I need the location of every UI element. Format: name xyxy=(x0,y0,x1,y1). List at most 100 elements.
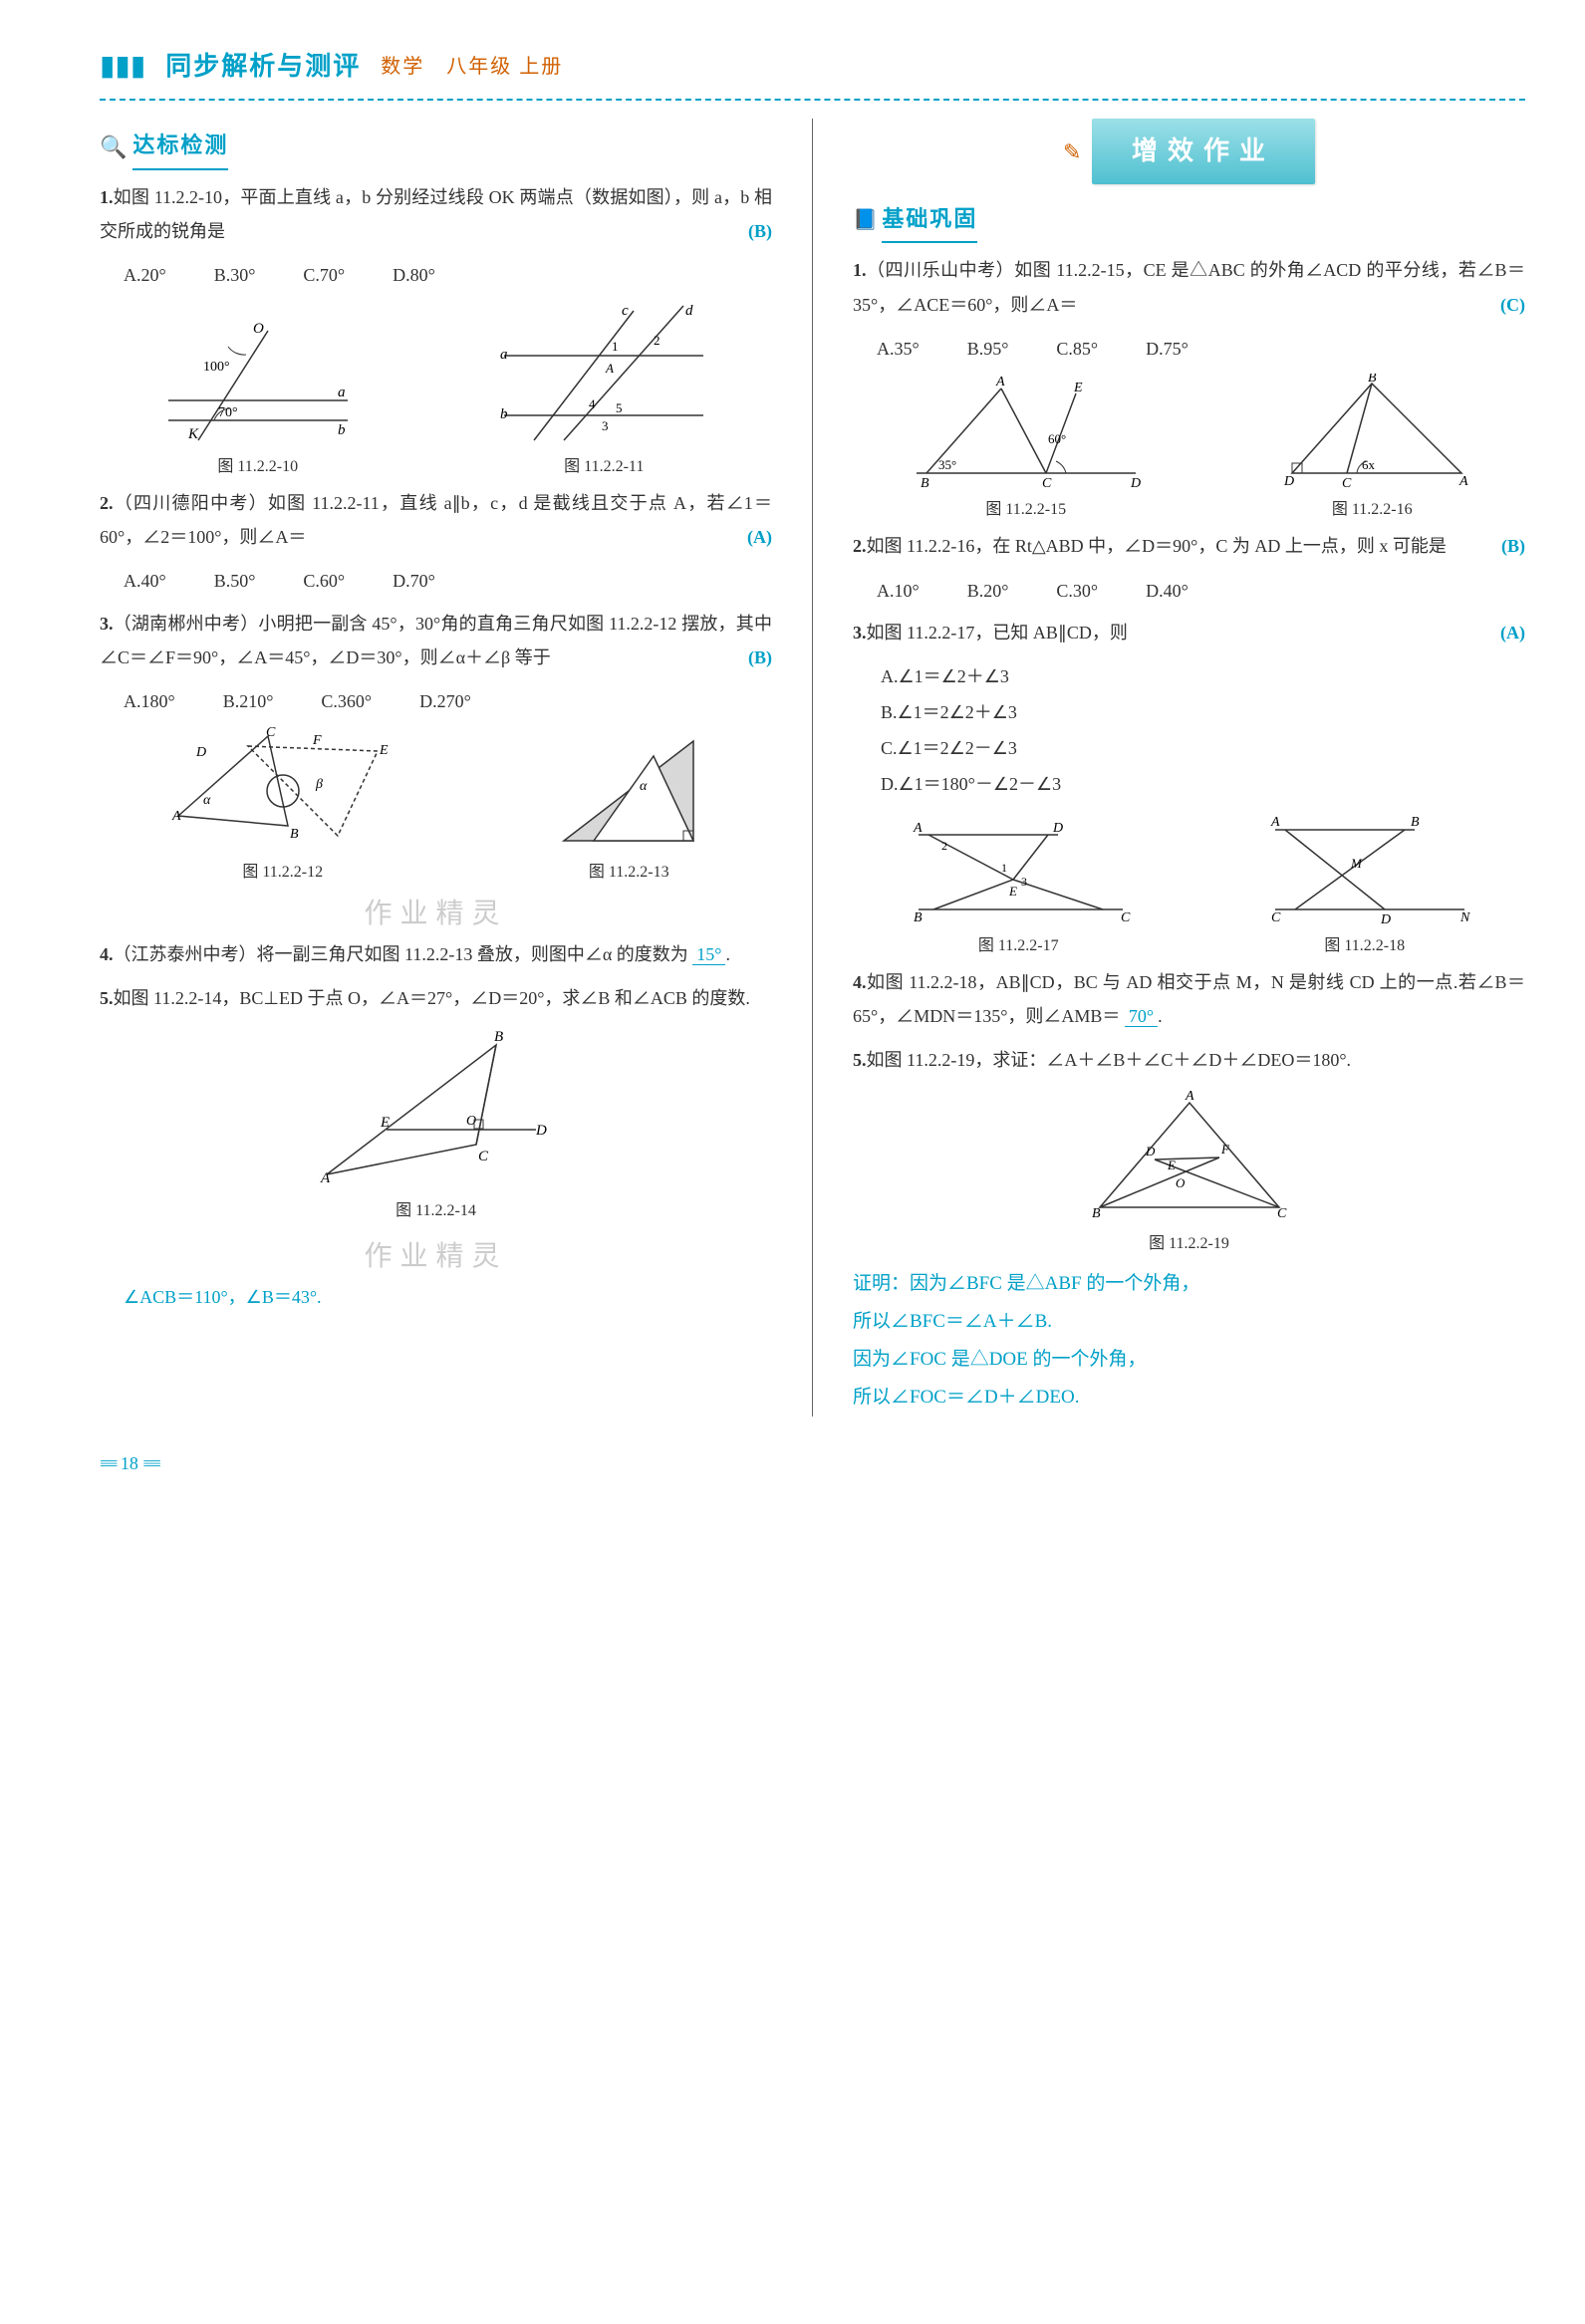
svg-text:A: A xyxy=(320,1170,331,1186)
q2-choice-d: D.70° xyxy=(393,564,435,598)
q2-num: 2. xyxy=(100,493,114,513)
fig-row-r1: B A C D E 35° 60° 图 11.2.2-15 B D C A xyxy=(853,374,1525,525)
svg-text:a: a xyxy=(338,385,346,400)
q2-choice-b: B.50° xyxy=(214,564,256,598)
q1-choice-b: B.30° xyxy=(214,258,256,292)
svg-text:E: E xyxy=(1008,884,1017,899)
fig-cap-17: 图 11.2.2-17 xyxy=(904,931,1133,961)
fig-cap-11: 图 11.2.2-11 xyxy=(494,452,713,482)
q1-choice-d: D.80° xyxy=(393,258,435,292)
rq1-choice-a: A.35° xyxy=(877,332,920,366)
svg-text:C: C xyxy=(1121,910,1131,925)
svg-text:60°: 60° xyxy=(1048,431,1066,446)
svg-text:E: E xyxy=(379,743,389,758)
rq1-num: 1. xyxy=(853,260,867,280)
svg-text:D: D xyxy=(1052,821,1063,836)
page-bars-right: ≡≡ xyxy=(142,1453,158,1473)
svg-text:A: A xyxy=(171,809,181,824)
left-column: 🔍 达标检测 1.如图 11.2.2-10，平面上直线 a，b 分别经过线段 O… xyxy=(100,119,772,1417)
proof-l3: 因为∠FOC 是△DOE 的一个外角， xyxy=(853,1341,1525,1379)
watermark-1: 作业精灵 xyxy=(100,888,772,940)
left-q5: 5.如图 11.2.2-14，BC⊥ED 于点 O，∠A＝27°，∠D＝20°，… xyxy=(100,981,772,1015)
rq3-opt-b: B.∠1＝2∠2＋∠3 xyxy=(881,695,1525,729)
svg-text:D: D xyxy=(195,745,206,760)
q3-choice-c: C.360° xyxy=(321,684,372,718)
right-column: ✎ 增效作业 📘 基础巩固 1.（四川乐山中考）如图 11.2.2-15，CE … xyxy=(853,119,1525,1417)
svg-text:1: 1 xyxy=(612,339,619,354)
svg-text:35°: 35° xyxy=(938,457,956,472)
q5-text: 如图 11.2.2-14，BC⊥ED 于点 O，∠A＝27°，∠D＝20°，求∠… xyxy=(114,988,750,1008)
svg-text:A: A xyxy=(913,821,923,836)
rq1-choice-b: B.95° xyxy=(967,332,1009,366)
svg-text:B: B xyxy=(921,476,929,491)
fig-11-2-2-18: A B C D N M 图 11.2.2-18 xyxy=(1255,810,1474,961)
rq1-choice-c: C.85° xyxy=(1056,332,1098,366)
fig-row-1: O K a b 100° 70° 图 11.2.2-10 a b xyxy=(100,301,772,482)
rq5-proof: 证明：因为∠BFC 是△ABF 的一个外角， 所以∠BFC＝∠A＋∠B. 因为∠… xyxy=(853,1265,1525,1417)
svg-text:A: A xyxy=(995,375,1005,389)
svg-text:α: α xyxy=(203,793,211,808)
fig-cap-14: 图 11.2.2-14 xyxy=(307,1196,566,1226)
q5-answer: ∠ACB＝110°，∠B＝43°. xyxy=(124,1280,772,1314)
rq5-text: 如图 11.2.2-19，求证：∠A＋∠B＋∠C＋∠D＋∠DEO＝180°. xyxy=(867,1050,1352,1070)
book-subject: 数学 八年级 上册 xyxy=(381,48,563,86)
rq1-text: （四川乐山中考）如图 11.2.2-15，CE 是△ABC 的外角∠ACD 的平… xyxy=(853,260,1525,314)
rq4-text-a: 如图 11.2.2-18，AB∥CD，BC 与 AD 相交于点 M，N 是射线 … xyxy=(853,972,1525,1026)
svg-text:E: E xyxy=(1073,381,1083,395)
svg-text:3: 3 xyxy=(602,418,609,433)
svg-text:70°: 70° xyxy=(218,405,238,420)
q3-text: （湖南郴州中考）小明把一副含 45°，30°角的直角三角尺如图 11.2.2-1… xyxy=(100,614,772,667)
fig-cap-19: 图 11.2.2-19 xyxy=(1070,1229,1309,1259)
q2-choices: A.40° B.50° C.60° D.70° xyxy=(124,564,772,598)
q3-choice-d: D.270° xyxy=(419,684,471,718)
column-divider xyxy=(812,119,813,1417)
rq2-choice-d: D.40° xyxy=(1146,574,1189,608)
right-q5: 5.如图 11.2.2-19，求证：∠A＋∠B＋∠C＋∠D＋∠DEO＝180°. xyxy=(853,1043,1525,1077)
fig-cap-12: 图 11.2.2-12 xyxy=(158,858,407,888)
rq1-answer: (C) xyxy=(1500,288,1525,322)
left-q4: 4.（江苏泰州中考）将一副三角尺如图 11.2.2-13 叠放，则图中∠α 的度… xyxy=(100,937,772,971)
q3-choice-b: B.210° xyxy=(223,684,274,718)
svg-text:B: B xyxy=(914,910,923,925)
rq1-choices: A.35° B.95° C.85° D.75° xyxy=(877,332,1525,366)
page-header: ▮▮▮ 同步解析与测评 数学 八年级 上册 xyxy=(100,40,1525,101)
rq2-num: 2. xyxy=(853,536,867,556)
svg-text:N: N xyxy=(1459,910,1470,925)
q4-num: 4. xyxy=(100,944,114,964)
svg-text:K: K xyxy=(187,426,199,442)
q5-num: 5. xyxy=(100,988,114,1008)
left-q1: 1.如图 11.2.2-10，平面上直线 a，b 分别经过线段 OK 两端点（数… xyxy=(100,180,772,248)
q1-answer: (B) xyxy=(748,214,772,248)
magnifier-icon: 🔍 xyxy=(100,127,127,168)
q3-choices: A.180° B.210° C.360° D.270° xyxy=(124,684,772,718)
svg-text:B: B xyxy=(1368,374,1377,386)
svg-text:D: D xyxy=(1283,474,1294,489)
q3-num: 3. xyxy=(100,614,114,634)
banner-zengxiao: 增效作业 xyxy=(1092,119,1315,183)
q1-num: 1. xyxy=(100,187,114,207)
fig-11-2-2-14: A B C E D O 图 11.2.2-14 xyxy=(307,1025,566,1226)
rq3-text: 如图 11.2.2-17，已知 AB∥CD，则 xyxy=(867,623,1128,643)
fig-11-2-2-11: a b c d 1 2 A 4 3 5 图 11.2.2-11 xyxy=(494,301,713,482)
page-number: ≡≡ 18 ≡≡ xyxy=(100,1446,1525,1480)
svg-text:M: M xyxy=(1350,856,1363,871)
svg-text:a: a xyxy=(500,347,508,363)
svg-text:6x: 6x xyxy=(1362,457,1376,472)
svg-text:C: C xyxy=(1042,476,1052,491)
svg-text:β: β xyxy=(315,777,323,792)
q2-answer: (A) xyxy=(747,520,772,554)
section-title-dabiao: 达标检测 xyxy=(132,125,228,170)
svg-text:B: B xyxy=(494,1029,503,1045)
section-title-jichu: 基础巩固 xyxy=(882,198,977,244)
page-number-value: 18 xyxy=(121,1453,138,1473)
svg-text:A: A xyxy=(1185,1089,1194,1104)
fig-11-2-2-15: B A C D E 35° 60° 图 11.2.2-15 xyxy=(907,374,1146,525)
rq4-text-b: . xyxy=(1158,1006,1163,1026)
svg-text:E: E xyxy=(380,1115,390,1131)
fig-11-2-2-19: A B C D F O E 图 11.2.2-19 xyxy=(1070,1088,1309,1259)
q2-choice-c: C.60° xyxy=(303,564,345,598)
q4-text-a: （江苏泰州中考）将一副三角尺如图 11.2.2-13 叠放，则图中∠α 的度数为 xyxy=(114,944,688,964)
fig-row-2: A C D F E B α β 图 11.2.2-12 α 图 11.2.2-1… xyxy=(100,726,772,888)
proof-l4: 所以∠FOC＝∠D＋∠DEO. xyxy=(853,1379,1525,1417)
rq5-num: 5. xyxy=(853,1050,867,1070)
